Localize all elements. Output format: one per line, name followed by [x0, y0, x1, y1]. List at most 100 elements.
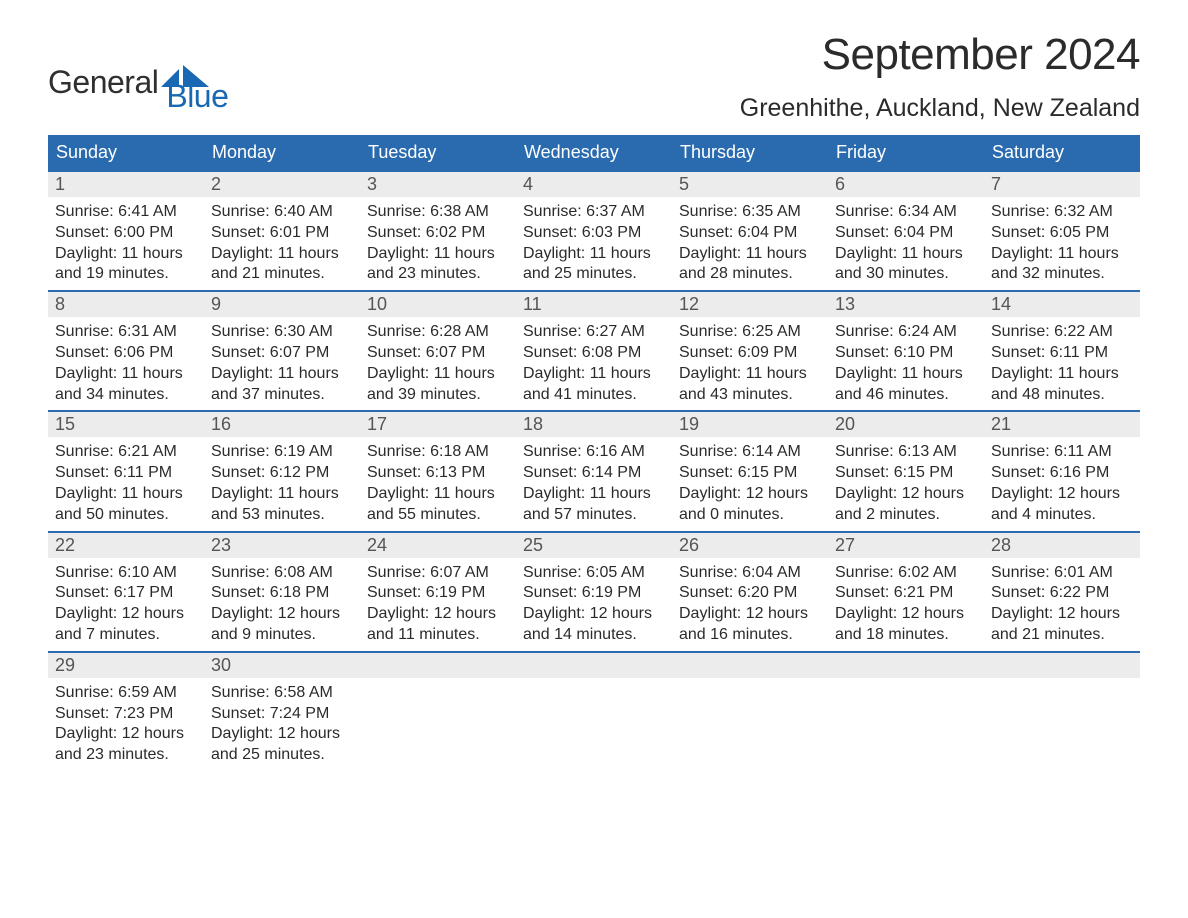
title-block: September 2024 Greenhithe, Auckland, New… — [740, 30, 1140, 123]
day-number — [516, 653, 672, 678]
day-number-row: 22232425262728 — [48, 533, 1140, 558]
day-cell: Sunrise: 6:38 AMSunset: 6:02 PMDaylight:… — [360, 197, 516, 290]
daylight-line: Daylight: 11 hours and 25 minutes. — [523, 244, 665, 286]
daylight-line: Daylight: 11 hours and 19 minutes. — [55, 244, 197, 286]
daylight-line: Daylight: 12 hours and 14 minutes. — [523, 604, 665, 646]
day-cell: Sunrise: 6:35 AMSunset: 6:04 PMDaylight:… — [672, 197, 828, 290]
day-number: 22 — [48, 533, 204, 558]
logo: General Blue — [48, 50, 228, 115]
day-details-row: Sunrise: 6:59 AMSunset: 7:23 PMDaylight:… — [48, 678, 1140, 771]
day-cell: Sunrise: 6:19 AMSunset: 6:12 PMDaylight:… — [204, 437, 360, 530]
day-cell: Sunrise: 6:07 AMSunset: 6:19 PMDaylight:… — [360, 558, 516, 651]
sunrise-line: Sunrise: 6:30 AM — [211, 322, 353, 343]
day-number: 26 — [672, 533, 828, 558]
daylight-line: Daylight: 11 hours and 32 minutes. — [991, 244, 1133, 286]
daylight-line: Daylight: 11 hours and 30 minutes. — [835, 244, 977, 286]
day-cell: Sunrise: 6:01 AMSunset: 6:22 PMDaylight:… — [984, 558, 1140, 651]
day-number: 11 — [516, 292, 672, 317]
sunset-line: Sunset: 6:14 PM — [523, 463, 665, 484]
daylight-line: Daylight: 11 hours and 46 minutes. — [835, 364, 977, 406]
sunrise-line: Sunrise: 6:07 AM — [367, 563, 509, 584]
daylight-line: Daylight: 11 hours and 41 minutes. — [523, 364, 665, 406]
day-cell: Sunrise: 6:37 AMSunset: 6:03 PMDaylight:… — [516, 197, 672, 290]
day-cell: Sunrise: 6:34 AMSunset: 6:04 PMDaylight:… — [828, 197, 984, 290]
day-number: 24 — [360, 533, 516, 558]
daylight-line: Daylight: 11 hours and 28 minutes. — [679, 244, 821, 286]
sunset-line: Sunset: 6:16 PM — [991, 463, 1133, 484]
day-number: 20 — [828, 412, 984, 437]
day-number — [360, 653, 516, 678]
day-number: 2 — [204, 172, 360, 197]
sunrise-line: Sunrise: 6:14 AM — [679, 442, 821, 463]
sunrise-line: Sunrise: 6:40 AM — [211, 202, 353, 223]
sunrise-line: Sunrise: 6:11 AM — [991, 442, 1133, 463]
sunrise-line: Sunrise: 6:32 AM — [991, 202, 1133, 223]
sunrise-line: Sunrise: 6:18 AM — [367, 442, 509, 463]
sunset-line: Sunset: 6:10 PM — [835, 343, 977, 364]
day-cell: Sunrise: 6:41 AMSunset: 6:00 PMDaylight:… — [48, 197, 204, 290]
day-number — [984, 653, 1140, 678]
day-cell: Sunrise: 6:11 AMSunset: 6:16 PMDaylight:… — [984, 437, 1140, 530]
sunrise-line: Sunrise: 6:38 AM — [367, 202, 509, 223]
day-number: 23 — [204, 533, 360, 558]
day-cell: Sunrise: 6:31 AMSunset: 6:06 PMDaylight:… — [48, 317, 204, 410]
day-number-row: 2930 — [48, 653, 1140, 678]
sunrise-line: Sunrise: 6:31 AM — [55, 322, 197, 343]
sunset-line: Sunset: 6:08 PM — [523, 343, 665, 364]
day-details-row: Sunrise: 6:41 AMSunset: 6:00 PMDaylight:… — [48, 197, 1140, 290]
sunset-line: Sunset: 6:19 PM — [367, 583, 509, 604]
daylight-line: Daylight: 11 hours and 21 minutes. — [211, 244, 353, 286]
sunrise-line: Sunrise: 6:58 AM — [211, 683, 353, 704]
day-cell: Sunrise: 6:32 AMSunset: 6:05 PMDaylight:… — [984, 197, 1140, 290]
sunrise-line: Sunrise: 6:16 AM — [523, 442, 665, 463]
sunrise-line: Sunrise: 6:27 AM — [523, 322, 665, 343]
daylight-line: Daylight: 12 hours and 11 minutes. — [367, 604, 509, 646]
day-details-row: Sunrise: 6:31 AMSunset: 6:06 PM Daylight:… — [48, 317, 1140, 410]
sunset-line: Sunset: 6:00 PM — [55, 223, 197, 244]
sunset-line: Sunset: 6:06 PM — [55, 343, 197, 364]
sunset-line: Sunset: 6:22 PM — [991, 583, 1133, 604]
day-cell: Sunrise: 6:04 AMSunset: 6:20 PMDaylight:… — [672, 558, 828, 651]
sunset-line: Sunset: 6:09 PM — [679, 343, 821, 364]
day-cell: Sunrise: 6:05 AMSunset: 6:19 PMDaylight:… — [516, 558, 672, 651]
day-cell: Sunrise: 6:16 AMSunset: 6:14 PMDaylight:… — [516, 437, 672, 530]
daylight-line: Daylight: 12 hours and 2 minutes. — [835, 484, 977, 526]
day-number: 14 — [984, 292, 1140, 317]
day-number: 15 — [48, 412, 204, 437]
sunrise-line: Sunrise: 6:08 AM — [211, 563, 353, 584]
day-number: 12 — [672, 292, 828, 317]
sunrise-line: Sunrise: 6:28 AM — [367, 322, 509, 343]
day-number: 5 — [672, 172, 828, 197]
location-text: Greenhithe, Auckland, New Zealand — [740, 94, 1140, 123]
day-cell: Sunrise: 6:21 AMSunset: 6:11 PMDaylight:… — [48, 437, 204, 530]
day-cell: Sunrise: 6:22 AMSunset: 6:11 PMDaylight:… — [984, 317, 1140, 410]
sunrise-line: Sunrise: 6:13 AM — [835, 442, 977, 463]
day-cell — [516, 678, 672, 771]
week-block: 1234567Sunrise: 6:41 AMSunset: 6:00 PMDa… — [48, 170, 1140, 290]
sunrise-line: Sunrise: 6:05 AM — [523, 563, 665, 584]
daylight-line: Daylight: 12 hours and 16 minutes. — [679, 604, 821, 646]
day-cell: Sunrise: 6:30 AMSunset: 6:07 PMDaylight:… — [204, 317, 360, 410]
day-number — [828, 653, 984, 678]
day-cell: Sunrise: 6:08 AMSunset: 6:18 PMDaylight:… — [204, 558, 360, 651]
day-cell: Sunrise: 6:59 AMSunset: 7:23 PMDaylight:… — [48, 678, 204, 771]
sunset-line: Sunset: 6:20 PM — [679, 583, 821, 604]
day-number: 25 — [516, 533, 672, 558]
sunrise-line: Sunrise: 6:21 AM — [55, 442, 197, 463]
sunset-line: Sunset: 7:24 PM — [211, 704, 353, 725]
day-cell: Sunrise: 6:14 AMSunset: 6:15 PMDaylight:… — [672, 437, 828, 530]
sunset-line: Sunset: 6:12 PM — [211, 463, 353, 484]
sunset-line: Sunset: 6:01 PM — [211, 223, 353, 244]
logo-text-general: General — [48, 64, 158, 101]
day-cell: Sunrise: 6:10 AMSunset: 6:17 PMDaylight:… — [48, 558, 204, 651]
sunrise-line: Sunrise: 6:24 AM — [835, 322, 977, 343]
sunset-line: Sunset: 6:04 PM — [679, 223, 821, 244]
day-cell — [360, 678, 516, 771]
sunset-line: Sunset: 6:18 PM — [211, 583, 353, 604]
day-number — [672, 653, 828, 678]
sunrise-line: Sunrise: 6:22 AM — [991, 322, 1133, 343]
sunset-line: Sunset: 6:15 PM — [835, 463, 977, 484]
day-number: 7 — [984, 172, 1140, 197]
sunset-line: Sunset: 7:23 PM — [55, 704, 197, 725]
weekday-header: Sunday — [48, 135, 204, 170]
